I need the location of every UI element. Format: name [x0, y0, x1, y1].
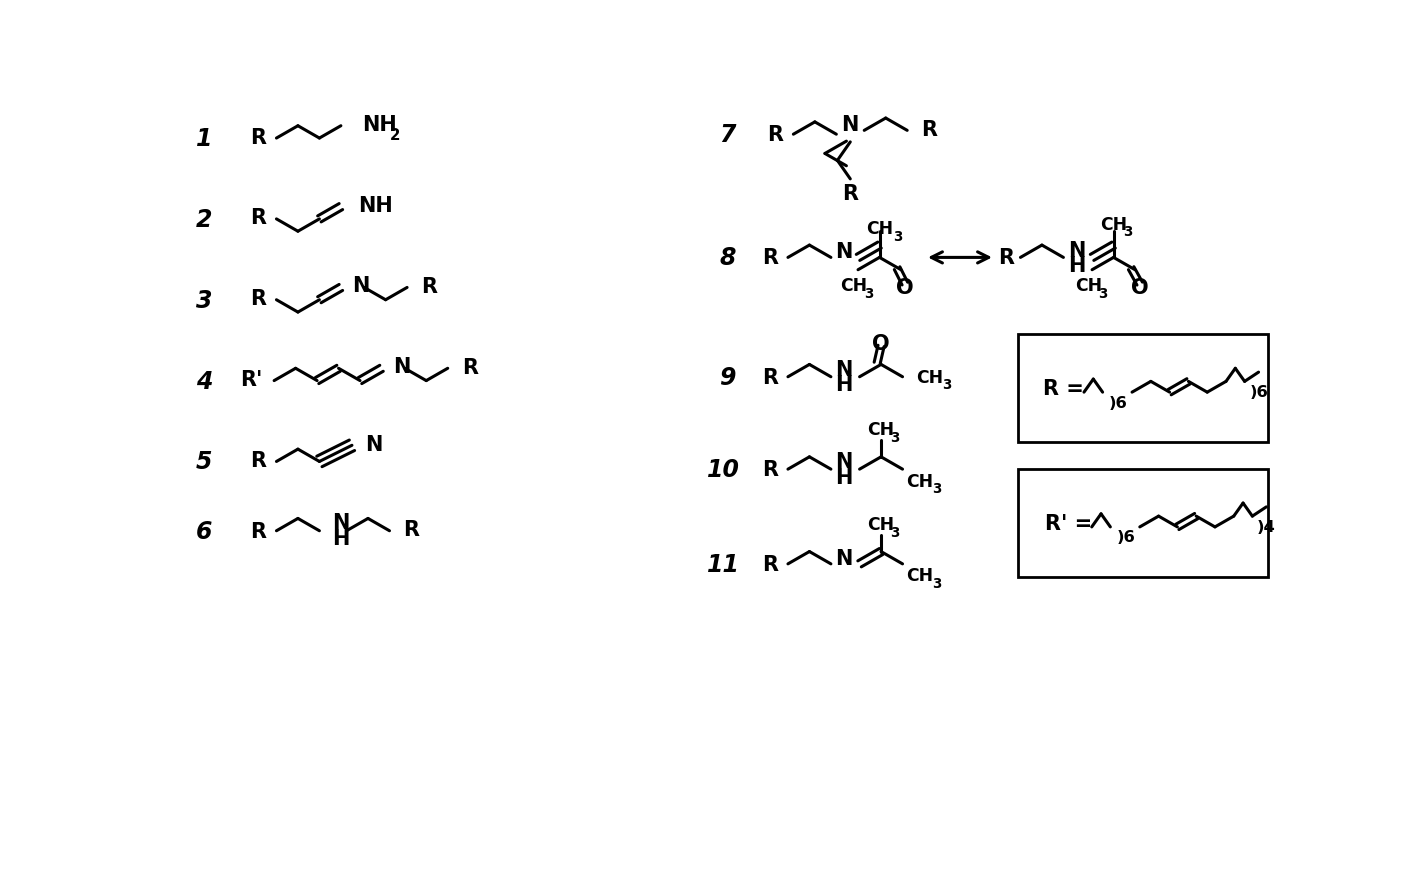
Text: R: R — [421, 276, 437, 296]
Text: )6: )6 — [1116, 530, 1136, 545]
Text: CH: CH — [1075, 277, 1102, 295]
Text: R: R — [767, 125, 784, 145]
Text: CH: CH — [906, 567, 933, 585]
Text: 4: 4 — [196, 369, 213, 393]
Text: R: R — [251, 128, 267, 148]
Text: NH: NH — [357, 196, 393, 216]
Text: R: R — [462, 357, 478, 377]
Text: CH: CH — [916, 368, 943, 387]
Text: 3: 3 — [932, 576, 942, 590]
Text: 9: 9 — [719, 365, 736, 389]
Text: 3: 3 — [893, 229, 903, 243]
Text: 3: 3 — [891, 430, 899, 444]
Text: 6: 6 — [196, 519, 213, 543]
Text: N: N — [835, 548, 852, 568]
Text: R: R — [404, 520, 420, 540]
Text: CH: CH — [866, 220, 893, 238]
Text: 3: 3 — [932, 481, 942, 496]
Text: CH: CH — [868, 515, 895, 534]
Text: 1: 1 — [196, 127, 213, 151]
Text: 3: 3 — [891, 525, 899, 539]
Text: 11: 11 — [708, 552, 740, 576]
Text: N: N — [353, 275, 370, 295]
Text: )4: )4 — [1256, 519, 1276, 534]
Text: R: R — [251, 289, 267, 308]
Text: R: R — [761, 460, 778, 480]
Text: NH: NH — [362, 115, 397, 135]
Text: 7: 7 — [719, 123, 736, 147]
Text: R': R' — [240, 369, 262, 389]
Text: R: R — [922, 120, 937, 140]
Text: N: N — [364, 434, 383, 454]
Text: R: R — [761, 368, 778, 388]
Text: R: R — [842, 183, 858, 203]
Text: 10: 10 — [708, 458, 740, 481]
Text: R =: R = — [1042, 379, 1083, 399]
Text: H: H — [835, 468, 852, 488]
Bar — [1018, 469, 1268, 577]
Text: 2: 2 — [390, 128, 400, 143]
Text: 5: 5 — [196, 450, 213, 474]
Text: N: N — [333, 512, 350, 532]
Text: )6: )6 — [1249, 384, 1268, 400]
Text: H: H — [333, 529, 350, 549]
Text: H: H — [835, 375, 852, 395]
Bar — [1018, 335, 1268, 442]
Text: 3: 3 — [864, 287, 873, 301]
Text: 3: 3 — [1099, 287, 1107, 301]
Text: 3: 3 — [942, 378, 951, 392]
Text: R: R — [251, 208, 267, 228]
Text: N: N — [1068, 241, 1085, 261]
Text: N: N — [835, 242, 852, 262]
Text: R: R — [251, 450, 267, 470]
Text: R' =: R' = — [1045, 514, 1092, 534]
Text: )6: )6 — [1109, 395, 1127, 410]
Text: R: R — [761, 554, 778, 574]
Text: CH: CH — [1100, 216, 1127, 233]
Text: CH: CH — [906, 472, 933, 490]
Text: CH: CH — [868, 421, 895, 439]
Text: O: O — [896, 277, 913, 297]
Text: R: R — [998, 249, 1014, 269]
Text: O: O — [872, 334, 891, 354]
Text: N: N — [835, 452, 852, 472]
Text: R: R — [761, 249, 778, 269]
Text: R: R — [251, 521, 267, 541]
Text: O: O — [1132, 277, 1149, 297]
Text: 2: 2 — [196, 208, 213, 232]
Text: H: H — [1068, 255, 1085, 275]
Text: 3: 3 — [1123, 225, 1132, 239]
Text: 8: 8 — [719, 246, 736, 270]
Text: N: N — [842, 115, 859, 135]
Text: 3: 3 — [196, 289, 213, 312]
Text: N: N — [835, 360, 852, 380]
Text: N: N — [393, 356, 411, 376]
Text: CH: CH — [841, 277, 868, 295]
